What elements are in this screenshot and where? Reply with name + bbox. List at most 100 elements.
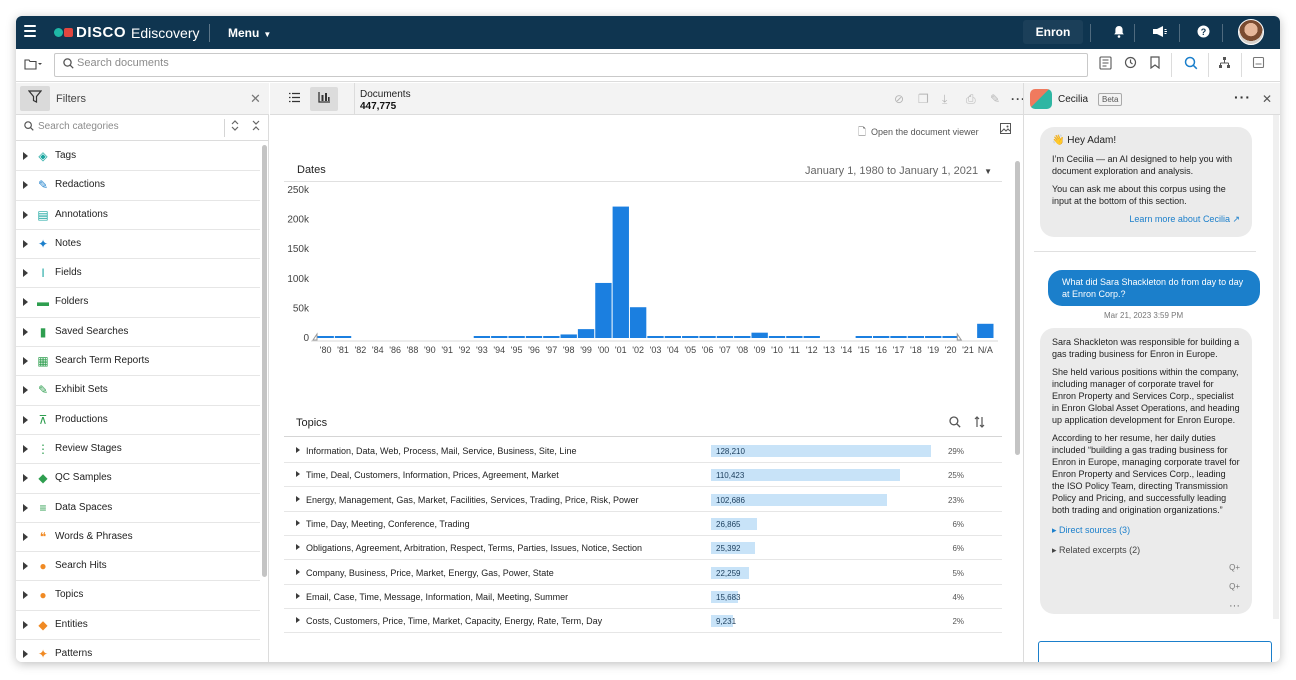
category-item[interactable]: ▬ Folders [16, 288, 260, 318]
caret-right-icon[interactable] [23, 181, 28, 190]
search-syntax-icon[interactable] [1099, 56, 1112, 73]
topic-row[interactable]: Obligations, Agreement, Arbitration, Res… [284, 536, 1002, 561]
category-item[interactable]: ▤ Annotations [16, 201, 260, 230]
caret-right-icon[interactable] [23, 269, 28, 278]
topic-row[interactable]: Time, Day, Meeting, Conference, Trading 2… [284, 512, 1002, 536]
caret-right-icon[interactable] [23, 152, 28, 160]
search-icon[interactable] [949, 416, 961, 431]
chart-bar[interactable] [577, 329, 595, 338]
user-avatar[interactable] [1238, 19, 1264, 45]
caret-right-icon[interactable] [296, 592, 300, 599]
chart-bar[interactable] [768, 336, 786, 338]
caret-right-icon[interactable] [296, 519, 300, 526]
logo[interactable]: DISCO Ediscovery [54, 24, 199, 41]
category-item[interactable]: ● Search Hits [16, 552, 260, 582]
topic-row[interactable]: Information, Data, Web, Process, Mail, S… [284, 439, 1002, 463]
caret-right-icon[interactable] [296, 471, 300, 478]
copy-icon[interactable]: ❐ [918, 92, 929, 106]
close-icon[interactable]: ✕ [250, 91, 261, 106]
chart-bar[interactable] [682, 336, 699, 338]
caret-right-icon[interactable] [23, 444, 28, 453]
collapse-all-icon[interactable] [252, 120, 260, 134]
caret-right-icon[interactable] [296, 568, 300, 575]
help-icon[interactable]: ? [1197, 25, 1210, 41]
chart-bar[interactable] [699, 336, 716, 338]
category-item[interactable]: ✦ Patterns [16, 640, 260, 662]
category-item[interactable]: ❝ Words & Phrases [16, 523, 260, 553]
chart-bar[interactable] [508, 336, 525, 338]
category-item[interactable]: ◆ Entities [16, 611, 260, 641]
chart-bar[interactable] [734, 336, 751, 338]
main-menu-button[interactable]: Menu ▼ [228, 26, 271, 40]
chart-bar[interactable] [751, 332, 768, 338]
category-item[interactable]: I Fields [16, 259, 260, 289]
topic-row[interactable]: Time, Deal, Customers, Information, Pric… [284, 463, 1002, 488]
expand-collapse-icon[interactable] [231, 120, 239, 134]
open-document-viewer-link[interactable]: 🗋 Open the document viewer [858, 125, 979, 142]
chart-bar[interactable] [612, 206, 629, 338]
topic-row[interactable]: Costs, Customers, Price, Time, Market, C… [284, 609, 1002, 634]
scrollbar[interactable] [1273, 115, 1279, 619]
chart-bar[interactable] [786, 336, 803, 338]
category-item[interactable]: ⋮ Review Stages [16, 435, 260, 465]
category-search-input[interactable] [38, 121, 218, 132]
caret-right-icon[interactable] [23, 562, 28, 571]
run-search-icon[interactable] [1184, 56, 1198, 73]
topic-row[interactable]: Email, Case, Time, Message, Information,… [284, 585, 1002, 609]
caret-right-icon[interactable] [23, 239, 28, 248]
caret-right-icon[interactable] [23, 210, 28, 219]
caret-right-icon[interactable] [23, 474, 28, 483]
caret-right-icon[interactable] [23, 357, 28, 366]
more-options-icon[interactable]: ··· [1229, 600, 1240, 612]
chat-input[interactable] [1039, 642, 1271, 662]
chart-bar[interactable] [907, 336, 925, 338]
related-excerpts-toggle[interactable]: ▸ Related excerpts (2) [1052, 544, 1240, 556]
chart-bar[interactable] [491, 336, 508, 338]
category-item[interactable]: ✎ Redactions [16, 171, 260, 201]
image-icon[interactable] [1000, 123, 1011, 137]
caret-right-icon[interactable] [23, 591, 28, 600]
caret-right-icon[interactable] [23, 327, 28, 336]
caret-right-icon[interactable] [296, 447, 300, 453]
chart-bar[interactable] [473, 336, 491, 338]
caret-right-icon[interactable] [23, 503, 28, 512]
category-item[interactable]: ⊼ Productions [16, 406, 260, 435]
redact-icon[interactable]: ✎ [990, 92, 1001, 106]
folder-picker-button[interactable] [24, 58, 42, 73]
print-icon[interactable]: ⎙ [966, 92, 976, 106]
add-to-query-icon[interactable]: Q+ [1229, 582, 1240, 591]
chart-bar[interactable] [716, 336, 734, 338]
chart-bar[interactable] [925, 336, 942, 338]
notification-bell-icon[interactable] [1113, 25, 1125, 41]
date-range-selector[interactable]: January 1, 1980 to January 1, 2021 ▼ [805, 165, 992, 177]
search-input[interactable] [77, 57, 977, 69]
topic-row[interactable]: Energy, Management, Gas, Market, Facilit… [284, 488, 1002, 512]
chart-bar[interactable] [629, 307, 647, 338]
category-item[interactable]: ● Topics [16, 581, 260, 611]
caret-right-icon[interactable] [23, 620, 28, 629]
chart-bar[interactable] [595, 282, 612, 338]
list-view-button[interactable] [280, 87, 308, 111]
sort-icon[interactable] [974, 416, 985, 431]
more-options-icon[interactable]: ··· [1011, 92, 1026, 106]
search-history-icon[interactable] [1124, 56, 1137, 72]
chart-bar[interactable] [317, 336, 334, 338]
chart-bar[interactable] [560, 334, 577, 338]
workspace-selector[interactable]: Enron [1023, 20, 1083, 44]
announcements-icon[interactable] [1152, 25, 1168, 41]
chart-bar[interactable] [664, 336, 682, 338]
category-item[interactable]: ✦ Notes [16, 230, 260, 260]
chart-bar[interactable] [525, 336, 543, 338]
caret-right-icon[interactable] [23, 298, 28, 307]
category-item[interactable]: ✎ Exhibit Sets [16, 376, 260, 406]
dates-histogram[interactable]: 250k 200k 150k 100k 50k 0 '80 '81 '82 '84 '86 '88 '9… [284, 185, 1002, 385]
chat-input-box[interactable] [1038, 641, 1272, 662]
add-to-query-icon[interactable]: Q+ [1229, 563, 1240, 572]
chart-bar[interactable] [890, 336, 907, 338]
chart-bar[interactable] [977, 323, 994, 338]
close-icon[interactable]: ✕ [1262, 92, 1273, 106]
download-icon[interactable]: ⤓ [942, 92, 948, 106]
more-options-icon[interactable]: ··· [1234, 89, 1251, 105]
caret-right-icon[interactable] [23, 386, 28, 395]
chart-bar[interactable] [543, 336, 560, 338]
